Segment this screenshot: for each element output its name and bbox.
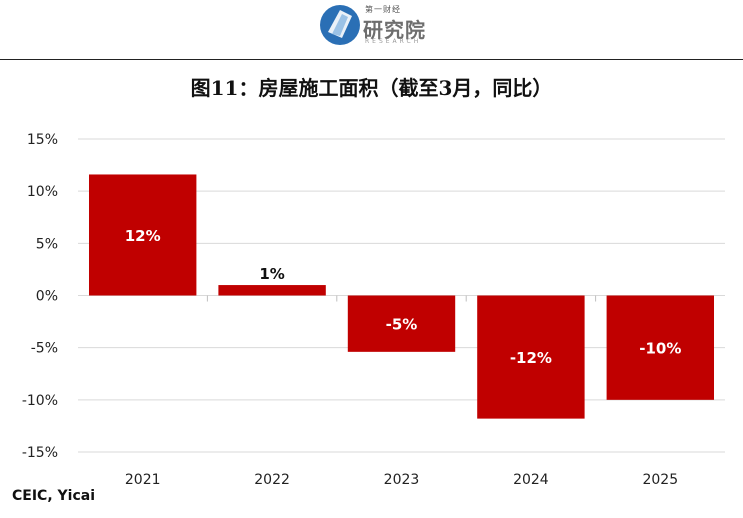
x-tick-label: 2024 — [513, 472, 549, 488]
header: 第一财经 研究院 RESEARCH — [0, 0, 743, 60]
logo-text-sub: RESEARCH — [365, 38, 422, 45]
bar — [88, 174, 197, 296]
bar — [347, 295, 456, 352]
chart-title: 图11：房屋施工面积（截至3月，同比） — [190, 76, 553, 100]
header-divider — [0, 59, 743, 60]
y-tick-label: 15% — [27, 132, 58, 148]
logo-text-small: 第一财经 — [365, 5, 401, 14]
y-tick-label: 10% — [27, 184, 58, 200]
y-tick-label: 5% — [36, 236, 58, 252]
bar — [477, 295, 585, 419]
x-tick-label: 2023 — [384, 472, 420, 488]
y-tick-label: -5% — [31, 341, 58, 357]
source-note: CEIC, Yicai — [12, 488, 95, 504]
y-tick-label: -10% — [22, 393, 58, 409]
data-label: 1% — [259, 265, 284, 283]
bar — [218, 285, 326, 296]
data-label: -5% — [386, 316, 418, 334]
y-tick-label: -15% — [22, 445, 58, 461]
bar — [606, 295, 715, 400]
y-tick-label: 0% — [36, 289, 58, 305]
data-label: -10% — [639, 340, 681, 358]
logo-icon — [320, 5, 360, 45]
data-label: 12% — [125, 227, 161, 245]
x-tick-label: 2022 — [254, 472, 290, 488]
logo-text-main: 研究院 — [363, 18, 426, 42]
x-tick-label: 2025 — [642, 472, 678, 488]
data-label: -12% — [510, 349, 552, 367]
x-tick-label: 2021 — [125, 472, 161, 488]
